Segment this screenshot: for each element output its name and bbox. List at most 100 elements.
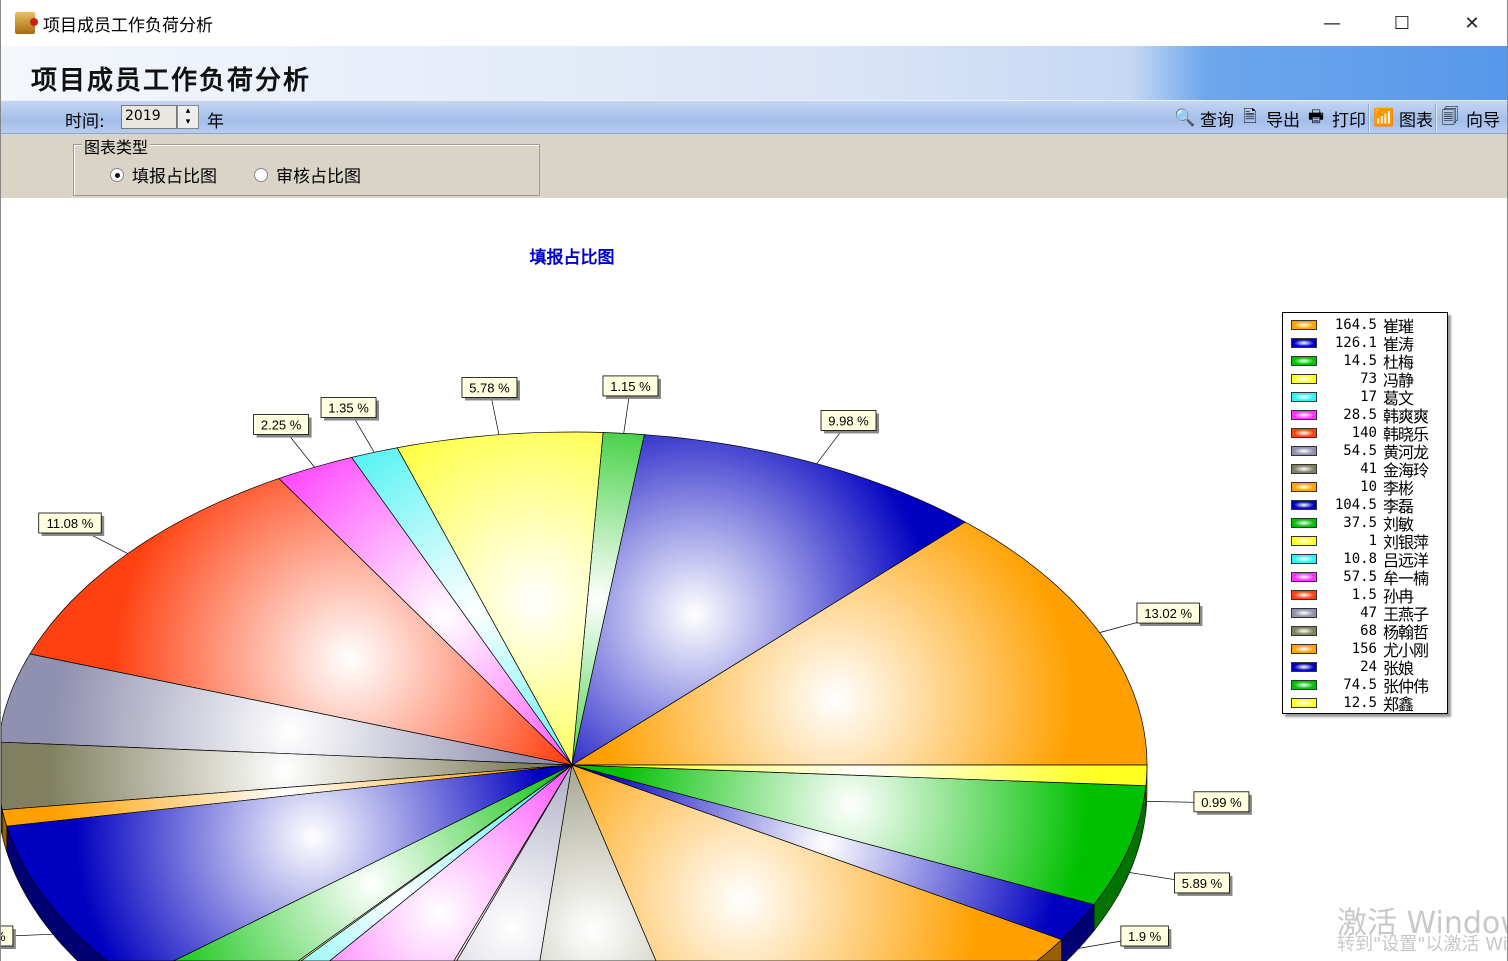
chart-button[interactable]: 📶 图表: [1369, 104, 1436, 132]
legend-item: 47 王燕子: [1291, 604, 1447, 624]
pie-slice-19: [571, 764, 1095, 941]
legend-name: 吕远洋: [1383, 551, 1429, 570]
radio-fill-ratio[interactable]: 填报占比图: [110, 162, 217, 187]
chart-area: 13.02 % 9.98 % 1.15 % 5.78 % 1.35 % 2.25 % 11.…: [1, 198, 1507, 961]
legend-value: 10: [1360, 479, 1377, 495]
legend-name: 韩爽爽: [1383, 407, 1429, 426]
pie-slice-1: [571, 434, 966, 766]
search-button[interactable]: 🔍 查询: [1171, 104, 1237, 132]
legend-name: 张娘: [1383, 659, 1414, 678]
legend-name: 黄河龙: [1383, 443, 1429, 462]
data-label-text: 5.89 %: [1182, 876, 1223, 891]
legend-value: 41: [1360, 461, 1377, 477]
legend-value: 140: [1351, 425, 1377, 441]
legend-swatch: [1291, 518, 1317, 528]
legend-name: 杜梅: [1383, 353, 1414, 372]
legend-swatch: [1291, 608, 1317, 618]
pie-slice-3: [396, 431, 604, 767]
data-label: 1.15 %: [602, 375, 661, 399]
legend-name: 葛文: [1383, 389, 1414, 408]
legend-name: 刘敏: [1383, 515, 1414, 534]
legend-value: 164.5: [1334, 317, 1377, 333]
legend-item: 104.5 李磊: [1291, 496, 1447, 516]
legend-item: 156 尤小刚: [1291, 640, 1447, 660]
pie-chart: 13.02 % 9.98 % 1.15 % 5.78 % 1.35 % 2.25 % 11.…: [1, 375, 1252, 961]
radio-fill-ratio-label: 填报占比图: [132, 167, 217, 187]
radio-unselected-icon[interactable]: [254, 167, 268, 182]
chart-type-group: 图表类型 填报占比图 审核占比图: [73, 134, 540, 196]
data-label: 5.89 %: [1174, 872, 1233, 896]
export-icon: 🗎: [1243, 106, 1257, 127]
legend-name: 李磊: [1383, 497, 1414, 516]
legend-value: 156: [1351, 641, 1377, 657]
maximize-button[interactable]: ☐: [1393, 12, 1411, 34]
wizard-button[interactable]: 🗐 向导: [1436, 104, 1503, 132]
data-label: 9.98 %: [820, 410, 880, 434]
legend-swatch: [1291, 446, 1317, 456]
chart-type-label: 图表类型: [82, 134, 151, 158]
legend-item: 1 刘银萍: [1291, 532, 1447, 552]
label-leader-line: [1, 933, 53, 937]
chart-icon: 📶: [1373, 108, 1395, 128]
export-button[interactable]: 🗎 导出: [1237, 104, 1303, 132]
legend-swatch: [1291, 410, 1317, 420]
legend-value: 12.5: [1343, 695, 1377, 711]
year-input[interactable]: 2019: [121, 105, 177, 129]
radio-selected-icon[interactable]: [110, 167, 124, 182]
radio-review-ratio-label: 审核占比图: [276, 167, 361, 187]
legend-name: 尤小刚: [1383, 641, 1429, 660]
legend-item: 57.5 牟一楠: [1291, 568, 1447, 588]
pie-slice-21: [571, 764, 1148, 787]
legend-name: 张仲伟: [1383, 677, 1429, 696]
data-label: 5.78 %: [461, 377, 520, 401]
data-label-text: 9.98 %: [828, 413, 869, 428]
search-icon: 🔍: [1174, 108, 1196, 128]
legend-item: 37.5 刘敏: [1291, 514, 1447, 534]
legend-item: 10 李彬: [1291, 478, 1447, 498]
title-bar: 项目成员工作负荷分析 — ☐ ✕: [1, 0, 1507, 46]
legend-swatch: [1291, 356, 1317, 366]
data-label-text: 2.25 %: [261, 418, 302, 433]
legend-item: 74.5 张仲伟: [1291, 676, 1447, 696]
legend-item: 1.5 孙冉: [1291, 586, 1447, 606]
pie-slice-10: [6, 764, 573, 961]
legend-value: 1.5: [1351, 587, 1377, 603]
legend-name: 金海玲: [1383, 461, 1429, 480]
minimize-button[interactable]: —: [1323, 12, 1341, 34]
data-label: 1.9 %: [1120, 925, 1172, 949]
legend-name: 刘银萍: [1383, 533, 1429, 552]
legend-value: 57.5: [1343, 569, 1377, 585]
chart-legend: 164.5 崔璀 126.1 崔涛 14.5 杜梅 73 冯静 17 葛文 28.5 韩爽爽 140 韩晓…: [1282, 312, 1448, 714]
radio-review-ratio[interactable]: 审核占比图: [254, 162, 361, 187]
toolbar-button-label: 导出: [1266, 110, 1300, 131]
year-spinner[interactable]: ▴ ▾: [177, 105, 199, 129]
legend-swatch: [1291, 428, 1317, 438]
options-bar: 图表类型 填报占比图 审核占比图: [1, 134, 1507, 198]
close-button[interactable]: ✕: [1464, 12, 1480, 34]
legend-item: 54.5 黄河龙: [1291, 442, 1447, 462]
legend-name: 王燕子: [1383, 605, 1429, 624]
legend-item: 41 金海玲: [1291, 460, 1447, 480]
data-label: 1.35 %: [320, 397, 380, 421]
legend-name: 郑鑫: [1383, 695, 1414, 714]
legend-swatch: [1291, 554, 1317, 564]
legend-item: 10.8 吕远洋: [1291, 550, 1447, 570]
toolbar-button-label: 查询: [1200, 110, 1234, 131]
data-label: 2.25 %: [253, 414, 312, 438]
legend-swatch: [1291, 392, 1317, 402]
legend-name: 冯静: [1383, 371, 1414, 390]
data-label: 0.99 %: [1193, 791, 1252, 815]
legend-swatch: [1291, 482, 1317, 492]
legend-swatch: [1291, 536, 1317, 546]
printer-icon: 🖶: [1307, 106, 1325, 127]
legend-value: 54.5: [1343, 443, 1377, 459]
data-label-text: 1.9 %: [1128, 929, 1162, 944]
legend-name: 孙冉: [1383, 587, 1414, 606]
toolbar-button-label: 图表: [1399, 110, 1433, 131]
printer-button[interactable]: 🖶 打印: [1303, 104, 1369, 132]
legend-item: 24 张娘: [1291, 658, 1447, 678]
legend-item: 12.5 郑鑫: [1291, 694, 1447, 714]
legend-value: 14.5: [1343, 353, 1377, 369]
data-label-text: 5.78 %: [469, 380, 510, 395]
